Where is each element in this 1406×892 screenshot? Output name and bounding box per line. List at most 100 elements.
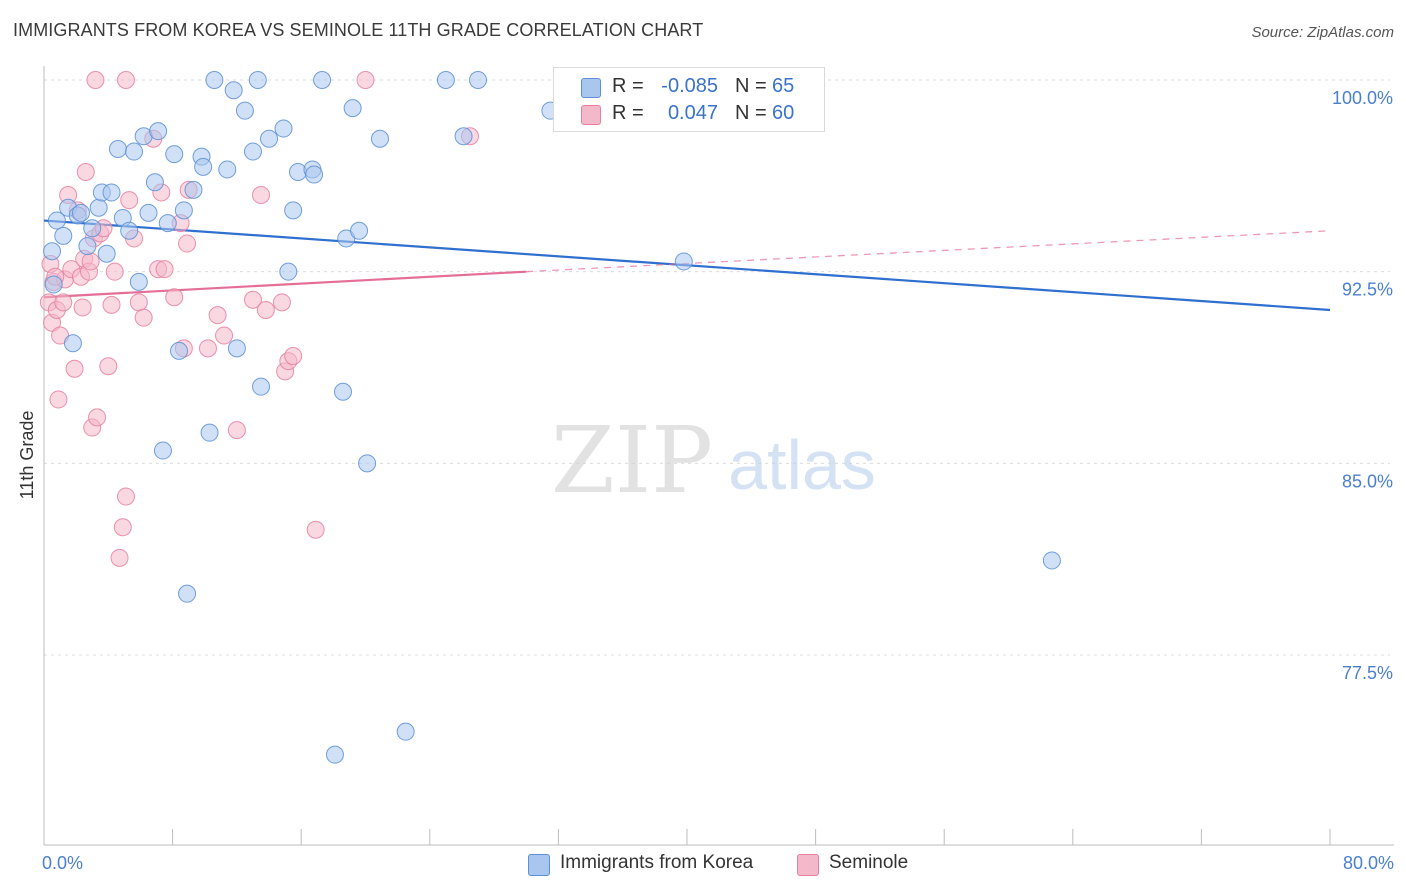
- seminole-point: [81, 252, 100, 271]
- seminole-point: [272, 293, 291, 312]
- korea-point: [97, 244, 116, 263]
- seminole-point: [306, 520, 325, 539]
- korea-point: [1042, 551, 1061, 570]
- korea-point: [184, 180, 203, 199]
- korea-point: [305, 165, 324, 184]
- korea-point: [178, 584, 197, 603]
- korea-point: [83, 219, 102, 238]
- korea-point: [44, 275, 63, 294]
- y-tick-label: 85.0%: [1342, 471, 1393, 491]
- seminole-point: [215, 326, 234, 345]
- legend-n-value: 60: [772, 102, 795, 124]
- korea-point: [313, 71, 332, 89]
- seminole-point: [116, 71, 135, 89]
- legend-n-value: 65: [772, 75, 795, 97]
- korea-point: [279, 262, 298, 281]
- seminole-point: [120, 191, 139, 210]
- seminole-point: [88, 408, 107, 427]
- bottom-legend-korea: Immigrants from Korea: [528, 852, 768, 876]
- bottom-legend-seminole: Seminole: [797, 852, 927, 876]
- korea-point: [200, 423, 219, 442]
- korea-point: [248, 71, 267, 89]
- bottom-legend-label-korea: Immigrants from Korea: [560, 852, 754, 873]
- korea-point: [224, 81, 243, 100]
- seminole-point: [76, 163, 95, 181]
- watermark: ZIP atlas: [551, 407, 876, 514]
- source-label: Source: ZipAtlas.com: [1251, 24, 1394, 41]
- korea-point: [153, 441, 172, 460]
- korea-point: [358, 454, 377, 473]
- korea-point: [469, 71, 488, 89]
- seminole-trend-extension: [526, 230, 1331, 273]
- korea-point: [63, 334, 82, 353]
- x-tick-label: 80.0%: [1343, 853, 1394, 873]
- seminole-point: [155, 260, 174, 279]
- korea-point: [243, 142, 262, 161]
- seminole-point: [227, 421, 246, 440]
- legend-n-label: N =: [735, 75, 767, 97]
- seminole-trend-line: [43, 270, 527, 299]
- data-points: [39, 71, 1061, 764]
- korea-point: [145, 173, 164, 192]
- korea-point: [218, 160, 237, 179]
- korea-point: [102, 183, 121, 202]
- korea-point: [120, 221, 139, 240]
- legend-row-seminole: R = 0.047 N = 60: [554, 100, 824, 128]
- seminole-point: [73, 298, 92, 317]
- korea-point: [71, 203, 90, 222]
- korea-point: [149, 122, 168, 141]
- korea-point: [674, 252, 693, 271]
- seminole-point: [134, 308, 153, 327]
- bottom-legend-label-seminole: Seminole: [829, 852, 909, 873]
- seminole-point: [178, 234, 197, 253]
- seminole-point: [102, 295, 121, 314]
- seminole-point: [198, 339, 217, 358]
- korea-point: [139, 203, 158, 222]
- seminole-point: [54, 293, 73, 312]
- legend-swatch-korea: [581, 78, 601, 98]
- seminole-point: [284, 347, 303, 365]
- legend-swatch-seminole: [581, 105, 601, 125]
- seminole-point: [208, 306, 227, 325]
- watermark-atlas: atlas: [728, 426, 876, 504]
- bottom-legend-swatch-seminole: [797, 854, 819, 876]
- seminole-point: [113, 518, 132, 537]
- legend-row-korea: R = -0.085 N = 65: [554, 73, 824, 101]
- seminole-point: [110, 548, 129, 567]
- seminole-point: [105, 262, 124, 281]
- korea-point: [54, 226, 73, 245]
- y-tick-label: 77.5%: [1342, 663, 1393, 683]
- seminole-point: [243, 290, 262, 309]
- korea-point: [108, 140, 127, 158]
- korea-point: [43, 242, 62, 261]
- korea-point: [396, 722, 415, 741]
- seminole-point: [129, 293, 148, 312]
- y-axis-label: 11th Grade: [17, 411, 37, 500]
- seminole-point: [252, 186, 271, 204]
- legend-r-label: R =: [612, 102, 644, 124]
- stats-legend: R = -0.085 N = 65 R = 0.047 N = 60: [553, 67, 825, 132]
- legend-r-value: -0.085: [661, 75, 718, 97]
- seminole-point: [165, 288, 184, 307]
- seminole-point: [99, 357, 118, 376]
- korea-point: [125, 142, 144, 161]
- seminole-point: [65, 359, 84, 378]
- korea-point: [205, 71, 224, 89]
- seminole-point: [86, 71, 105, 89]
- korea-point: [436, 71, 455, 89]
- korea-point: [235, 101, 254, 120]
- korea-point: [260, 129, 279, 148]
- korea-point: [325, 745, 344, 764]
- korea-point: [252, 377, 271, 396]
- korea-point: [78, 237, 97, 256]
- legend-r-value: 0.047: [667, 102, 718, 124]
- korea-point: [274, 119, 293, 138]
- seminole-point: [116, 487, 135, 506]
- watermark-zip: ZIP: [551, 407, 713, 514]
- korea-point: [158, 214, 177, 233]
- korea-point: [129, 272, 148, 291]
- korea-point: [454, 127, 473, 146]
- korea-point: [89, 198, 108, 217]
- legend-n-label: N =: [735, 102, 767, 124]
